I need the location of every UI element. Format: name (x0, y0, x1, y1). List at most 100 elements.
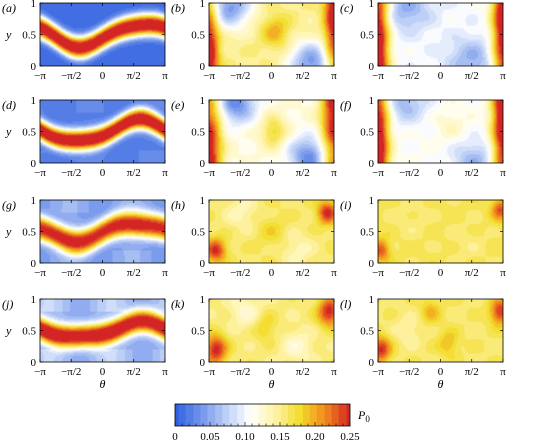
x-tick-label: 0 (100, 70, 106, 82)
x-tick-label: −π/2 (230, 70, 250, 82)
y-tick-label: 1 (31, 195, 37, 207)
colorbar-tick-label: 0 (172, 431, 178, 443)
x-tick-label: −π (372, 267, 384, 279)
colorbar-frame (174, 403, 351, 427)
x-tick-label: 0 (100, 167, 106, 179)
x-tick-label: −π (203, 167, 215, 179)
x-tick-label: −π/2 (399, 366, 419, 378)
y-tick-label: 0.5 (360, 30, 374, 42)
y-tick-label: 0 (31, 357, 37, 369)
y-tick-label: 0.5 (22, 127, 36, 139)
heatmap-image (40, 3, 165, 66)
colorbar-tick-label: 0.20 (305, 431, 325, 443)
x-tick-label: π/2 (296, 167, 310, 179)
x-tick-label: π (331, 267, 337, 279)
x-tick-label: π (331, 366, 337, 378)
x-tick-label: π (162, 267, 168, 279)
x-tick-label: π (162, 70, 168, 82)
x-tick-label: π/2 (296, 267, 310, 279)
colorbar-label-subscript: 0 (365, 414, 370, 424)
x-tick-label: −π/2 (61, 267, 81, 279)
y-axis-label: y (5, 125, 12, 139)
y-tick-label: 0 (31, 258, 37, 270)
x-tick-label: π (500, 366, 506, 378)
y-tick-label: 0.5 (191, 127, 205, 139)
y-tick-label: 0 (369, 357, 375, 369)
colorbar: 0 0.05 0.10 0.15 0.20 0.25 P0 (172, 403, 370, 443)
x-tick-label: −π (34, 366, 46, 378)
x-tick-label: 0 (438, 70, 444, 82)
y-tick-label: 1 (200, 0, 206, 10)
heatmap-panel: −π −π/2 0 π/2 π 0 0.5 1 (b) (171, 0, 337, 82)
y-tick-label: 0 (200, 357, 206, 369)
x-tick-label: π (500, 70, 506, 82)
heatmap-panel: −π −π/2 0 π/2 π 0 0.5 1 (i) (340, 195, 506, 279)
heatmap-panel: −π −π/2 0 π/2 π 0 0.5 1 (e) (171, 95, 337, 179)
y-tick-label: 1 (31, 0, 37, 10)
panels-group: −π −π/2 0 π/2 π00.51(a)y−π −π/2 0 π/2 π00.51(b)−… (2, 0, 506, 391)
x-tick-label: π/2 (127, 267, 141, 279)
y-tick-label: 0 (200, 61, 206, 73)
y-tick-label: 1 (369, 294, 375, 306)
panel-label: (l) (340, 297, 351, 311)
x-tick-label: −π/2 (230, 366, 250, 378)
colorbar-tick-label: 0.25 (340, 431, 360, 443)
colorbar-tick-label: 0.05 (200, 431, 220, 443)
y-tick-label: 0.5 (191, 30, 205, 42)
x-axis-label: θ (100, 377, 106, 391)
heatmap-panel: −π −π/2 0 π/2 π 0 0.5 1 (g) y (2, 195, 168, 279)
panel-label: (a) (2, 1, 16, 15)
heatmap-panel: −π −π/2 0 π/2 π 0 0.5 1 (h) (171, 195, 337, 279)
x-tick-label: 0 (269, 366, 275, 378)
heatmap-image (378, 200, 503, 263)
heatmap-panel: −π −π/2 0 π/2 π 0 0.5 1 (d) y (2, 95, 168, 179)
x-tick-label: π/2 (127, 70, 141, 82)
panel-label: (h) (171, 198, 185, 212)
x-tick-label: −π (203, 70, 215, 82)
x-tick-label: π/2 (127, 167, 141, 179)
panel-label: (f) (340, 98, 351, 112)
heatmap-panel: −π −π/2 0 π/2 π 0 0.5 1 (a) y (2, 0, 168, 82)
y-tick-label: 0.5 (191, 227, 205, 239)
x-tick-label: −π/2 (230, 267, 250, 279)
colorbar-gradient (175, 404, 350, 426)
x-tick-label: −π (372, 70, 384, 82)
x-tick-label: 0 (438, 366, 444, 378)
x-tick-label: −π (203, 366, 215, 378)
panel-label: (j) (2, 297, 13, 311)
x-tick-label: −π (203, 267, 215, 279)
x-tick-label: 0 (269, 267, 275, 279)
x-tick-label: −π/2 (399, 167, 419, 179)
x-tick-label: π/2 (296, 70, 310, 82)
x-axis-label: θ (269, 377, 275, 391)
colorbar-tick-label: 0.10 (235, 431, 255, 443)
x-tick-label: 0 (269, 70, 275, 82)
panel-label: (i) (340, 198, 351, 212)
heatmap-image (378, 3, 503, 66)
x-tick-label: π/2 (465, 70, 479, 82)
y-axis-label: y (5, 324, 12, 338)
y-axis-label: y (5, 28, 12, 42)
x-tick-label: −π/2 (399, 267, 419, 279)
heatmap-image (40, 100, 165, 163)
heatmap-image (40, 200, 165, 263)
heatmap-panel: −π −π/2 0 π/2 π 0 0.5 1 (f) (340, 95, 506, 179)
colorbar-tick-label: 0.15 (270, 431, 290, 443)
heatmap-panel: −π −π/2 0 π/2 π 0 0.5 1 (j) y θ (2, 294, 168, 391)
y-tick-label: 0.5 (360, 127, 374, 139)
y-tick-label: 0.5 (22, 227, 36, 239)
heatmap-panel: −π −π/2 0 π/2 π 0 0.5 1 (l) θ (340, 294, 506, 391)
x-tick-label: π (331, 167, 337, 179)
y-tick-label: 1 (369, 0, 375, 10)
x-axis-label: θ (438, 377, 444, 391)
panel-label: (e) (171, 98, 184, 112)
colorbar-label: P0 (357, 408, 370, 424)
x-tick-label: −π (34, 70, 46, 82)
x-tick-label: π/2 (127, 366, 141, 378)
x-tick-label: −π/2 (399, 70, 419, 82)
x-tick-label: −π/2 (61, 167, 81, 179)
x-tick-label: π (500, 267, 506, 279)
y-tick-label: 1 (31, 294, 37, 306)
heatmap-image (40, 299, 165, 362)
